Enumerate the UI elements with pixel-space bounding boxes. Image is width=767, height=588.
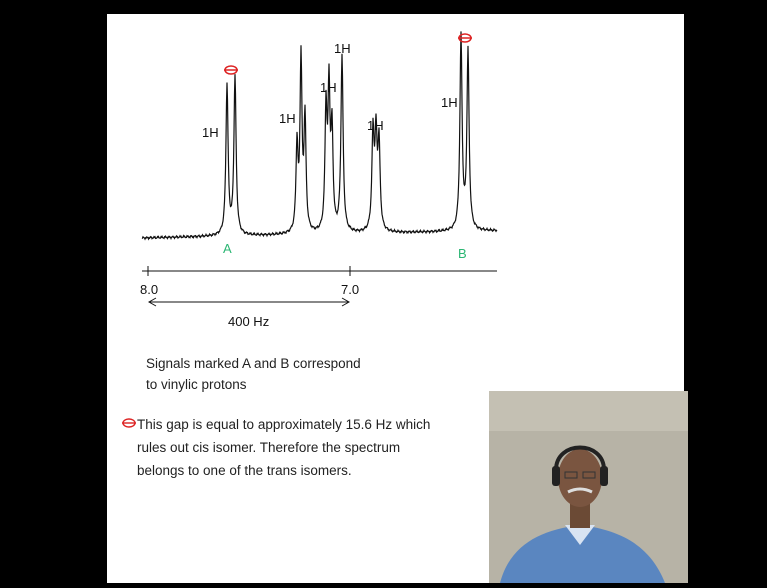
peak-label: 1H <box>202 125 219 140</box>
axis-label: 7.0 <box>341 282 359 297</box>
note-line: This gap is equal to approximately 15.6 … <box>137 417 430 432</box>
peak-label: 1H <box>367 118 384 133</box>
note-line: Signals marked A and B correspond <box>146 356 361 371</box>
webcam-inset <box>489 391 688 583</box>
axis-label: 8.0 <box>140 282 158 297</box>
peak-label: 1H <box>441 95 458 110</box>
screen: 1H 1H 1H 1H 1H 1H A B 8.0 7.0 400 Hz Sig… <box>0 0 767 583</box>
peak-label: 1H <box>320 80 337 95</box>
peak-label: 1H <box>279 111 296 126</box>
note-line: belongs to one of the trans isomers. <box>137 463 352 478</box>
signal-label: A <box>223 241 232 256</box>
page: {"spectrum": {"peak_labels": ["1H", "1H"… <box>0 0 767 583</box>
signal-label: B <box>458 246 467 261</box>
note-line: to vinylic protons <box>146 377 247 392</box>
span-label: 400 Hz <box>228 314 269 329</box>
peak-label: 1H <box>334 41 351 56</box>
note-line: rules out cis isomer. Therefore the spec… <box>137 440 400 455</box>
